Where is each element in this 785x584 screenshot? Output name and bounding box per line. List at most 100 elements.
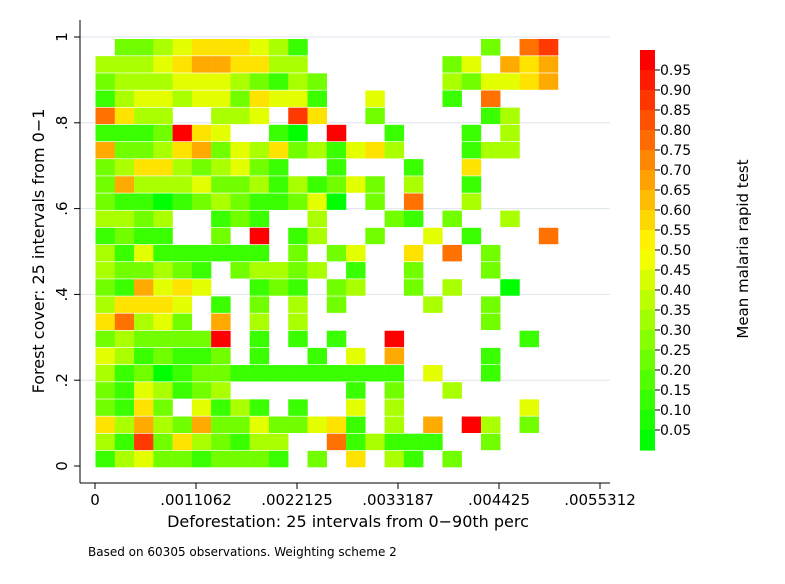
heatmap-cell — [153, 382, 173, 399]
colorbar-tick-label: 0.45 — [660, 263, 691, 279]
heatmap-cell — [134, 365, 154, 382]
heatmap-cell — [268, 416, 289, 433]
heatmap-cell — [134, 210, 154, 228]
heatmap-cell — [230, 90, 250, 107]
axes — [79, 20, 610, 484]
heatmap-cell — [288, 279, 308, 296]
heatmap-cell — [153, 433, 173, 451]
heatmap-cell — [114, 330, 135, 348]
heatmap-cell — [307, 347, 327, 365]
heatmap-cell — [153, 39, 173, 56]
heatmap-cell — [134, 330, 154, 348]
heatmap-cell — [461, 141, 482, 159]
colorbar-tick-label: 0.60 — [660, 203, 691, 219]
colorbar-tick-label: 0.10 — [660, 403, 691, 419]
heatmap-cell — [114, 365, 135, 382]
heatmap-cell — [114, 73, 135, 90]
heatmap-cell — [403, 159, 424, 176]
heatmap-cell — [134, 90, 154, 107]
heatmap-cell — [95, 90, 115, 107]
x-tick-label: .0055312 — [564, 491, 636, 509]
heatmap-cell — [346, 416, 366, 433]
heatmap-cell — [500, 210, 520, 228]
y-tick-label: 1 — [53, 32, 71, 42]
heatmap-cell — [500, 56, 520, 73]
colorbar-segment — [640, 190, 655, 211]
colorbar-segment — [640, 410, 655, 431]
heatmap-cell — [500, 73, 520, 90]
x-tick-label: 0 — [90, 491, 100, 509]
heatmap-cell — [268, 365, 289, 382]
heatmap-cell — [346, 279, 366, 296]
heatmap-cell — [95, 107, 115, 125]
heatmap-cell — [249, 313, 270, 331]
heatmap-cell — [230, 262, 250, 279]
heatmap-cell — [403, 279, 424, 296]
heatmap-cell — [153, 279, 173, 296]
heatmap-cell — [403, 433, 424, 451]
heatmap-cell — [307, 73, 327, 90]
heatmap-cell — [114, 193, 135, 210]
heatmap-cell — [519, 399, 540, 416]
colorbar-segment — [640, 50, 655, 71]
heatmap-cell — [442, 382, 462, 399]
colorbar-segment — [640, 430, 655, 451]
heatmap-cell — [288, 39, 308, 56]
heatmap-cell — [211, 73, 231, 90]
heatmap-cell — [211, 90, 231, 107]
heatmap-cell — [153, 227, 173, 245]
colorbar-segment — [640, 370, 655, 391]
heatmap-cell — [191, 193, 212, 210]
heatmap-cell — [365, 365, 385, 382]
colorbar-tick-label: 0.90 — [660, 83, 691, 99]
heatmap-cell — [134, 73, 154, 90]
heatmap-cell — [114, 176, 135, 193]
heatmap-cell — [346, 382, 366, 399]
heatmap-cell — [95, 416, 115, 433]
heatmap-cell — [211, 244, 231, 262]
heatmap-cell — [230, 244, 250, 262]
heatmap-cell — [114, 347, 135, 365]
heatmap-cell — [307, 176, 327, 193]
heatmap-cell — [326, 279, 347, 296]
heatmap-cell — [211, 296, 231, 313]
heatmap-cell — [230, 193, 250, 210]
heatmap-cell — [480, 262, 501, 279]
heatmap-cell — [249, 90, 270, 107]
colorbar-segment — [640, 250, 655, 271]
heatmap-cell — [538, 73, 559, 90]
heatmap-cell — [326, 433, 347, 451]
heatmap-cell — [191, 39, 212, 56]
heatmap-cell — [172, 382, 193, 399]
heatmap-cell — [288, 141, 308, 159]
heatmap-cell — [172, 450, 193, 468]
heatmap-cell — [95, 176, 115, 193]
heatmap-cell — [211, 107, 231, 125]
heatmap-cell — [288, 262, 308, 279]
colorbar-segment — [640, 90, 655, 111]
heatmap-cell — [134, 399, 154, 416]
heatmap-cell — [230, 141, 250, 159]
heatmap-cell — [288, 227, 308, 245]
heatmap-cell — [95, 124, 115, 142]
heatmap-cell — [191, 159, 212, 176]
colorbar-tick-label: 0.40 — [660, 283, 691, 299]
heatmap-cell — [134, 347, 154, 365]
heatmap-cell — [153, 73, 173, 90]
x-tick-label: .0022125 — [261, 491, 333, 509]
heatmap-cell — [172, 296, 193, 313]
heatmap-cell — [95, 365, 115, 382]
heatmap-cell — [153, 399, 173, 416]
heatmap-cell — [268, 73, 289, 90]
heatmap-cell — [384, 330, 405, 348]
heatmap-cell — [95, 159, 115, 176]
heatmap-cell — [95, 313, 115, 331]
heatmap-cell — [230, 399, 250, 416]
heatmap-cell — [191, 56, 212, 73]
heatmap-cell — [249, 296, 270, 313]
heatmap-cell — [191, 262, 212, 279]
heatmap-cell — [114, 244, 135, 262]
heatmap-cell — [114, 433, 135, 451]
heatmap-cell — [191, 279, 212, 296]
